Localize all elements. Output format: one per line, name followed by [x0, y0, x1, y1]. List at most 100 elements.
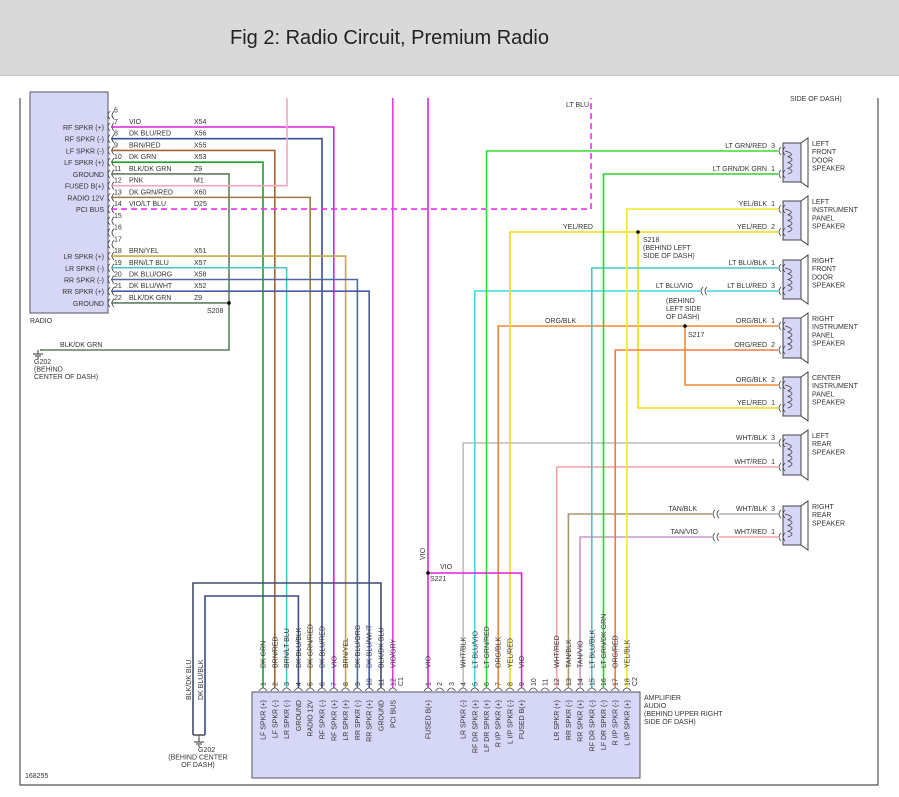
- amp-wire-label: DK GRN/RED: [308, 624, 315, 668]
- amp-pin-connector-icon: [528, 687, 538, 692]
- speaker-wire-label: WHT/RED: [734, 459, 767, 466]
- radio-pin-connector-icon: [107, 110, 115, 120]
- speaker-coil-icon: [784, 150, 793, 175]
- speaker-name: DOOR: [812, 157, 833, 164]
- amp-pin-connector-icon: [270, 687, 280, 692]
- radio-pin-number: 16: [114, 225, 122, 232]
- radio-circuit-label: X53: [194, 154, 207, 161]
- amp-pin-function: RR SPKR (-): [566, 700, 573, 740]
- speaker-cone-icon: [800, 500, 809, 551]
- amp-wire-label: VIO: [426, 655, 433, 668]
- wire-pnk: [111, 98, 288, 187]
- amp-pin-function: LF DR SPKR (+): [484, 700, 491, 752]
- splice-location-label: OF DASH): [666, 314, 699, 321]
- radio-wire-color-label: BRN/YEL: [129, 248, 159, 255]
- speaker-coil-icon: [784, 384, 793, 409]
- radio-pin-label: PCI BUS: [76, 207, 104, 214]
- amp-pin-function: R I/P SPKR (+): [496, 700, 503, 747]
- speaker-body: [782, 142, 802, 183]
- speaker-pin-connector-icon: [778, 438, 786, 448]
- ground-location-label: G202: [34, 359, 51, 366]
- speaker-name: CENTER: [812, 375, 841, 382]
- speaker-name: DOOR: [812, 274, 833, 281]
- speaker-pin-number: 1: [771, 400, 775, 407]
- speaker-coil-icon: [784, 208, 793, 233]
- radio-pin-label: GROUND: [73, 301, 104, 308]
- amp-pin-connector-icon: [517, 687, 526, 692]
- ground-wire-label: DK BLU/BLK: [198, 659, 205, 700]
- amp-pin-number: 1: [261, 682, 268, 686]
- ground-location-label: CENTER OF DASH): [34, 374, 98, 381]
- inline-connector-icon: [700, 286, 708, 296]
- amp-wire-label: VIO/GRY: [390, 639, 397, 668]
- inline-connector-icon: [712, 532, 720, 542]
- wire-dk-grn-red: [111, 196, 312, 688]
- radio-module: [29, 91, 109, 314]
- amp-pin-number: 12: [554, 678, 561, 686]
- speaker-name: SPEAKER: [812, 224, 845, 231]
- speaker-pin-number: 3: [771, 143, 775, 150]
- radio-wire-color-label: DK GRN: [129, 154, 156, 161]
- speaker-pin-connector-icon: [778, 227, 786, 237]
- radio-pin-label: LR SPKR (-): [65, 266, 104, 273]
- amp-pin-number: 5: [472, 682, 479, 686]
- amp-pin-number: 2: [437, 682, 444, 686]
- amp-pin-function: RF SPKR (+): [331, 700, 338, 741]
- ground-location-label: G202: [198, 747, 215, 754]
- speaker-pin-connector-icon: [778, 263, 786, 273]
- speaker-wire-label: LT BLU/BLK: [729, 260, 768, 267]
- speaker-cone-icon: [800, 254, 809, 305]
- amp-pin-number: 14: [578, 678, 585, 686]
- ground-location-label: OF DASH): [181, 762, 214, 769]
- speaker-body: [782, 259, 802, 300]
- amp-pin-connector-icon: [564, 687, 573, 692]
- speaker-wire-label: WHT/RED: [734, 529, 767, 536]
- radio-pin-number: 8: [114, 131, 118, 138]
- wire-vio-lt-blu: [111, 98, 592, 210]
- wire-color-label: TAN/VIO: [671, 529, 699, 536]
- wire-yel-blk: [626, 208, 778, 688]
- radio-pin-number: 10: [114, 154, 122, 161]
- speaker-wire-label: ORG/BLK: [736, 318, 767, 325]
- speaker-name: SPEAKER: [812, 341, 845, 348]
- speaker-cone-icon: [800, 195, 809, 246]
- wire-brn-yel: [111, 255, 347, 688]
- amp-pin-connector-icon: [458, 687, 468, 692]
- wire-lt-blu-blk: [590, 267, 778, 688]
- amp-pin-connector-icon: [599, 687, 608, 692]
- radio-circuit-label: X52: [194, 283, 207, 290]
- radio-pin-number: 22: [114, 295, 122, 302]
- amp-pin-number: 1: [426, 682, 433, 686]
- amp-pin-function: LR SPKR (-): [284, 700, 291, 739]
- amp-pin-connector-icon: [587, 687, 597, 692]
- speaker-name: FRONT: [812, 149, 837, 156]
- amp-wire-label: LT BLU/VIO: [472, 630, 479, 668]
- radio-circuit-label: X60: [194, 189, 207, 196]
- radio-pin-number: 9: [114, 142, 118, 149]
- amp-pin-connector-icon: [552, 687, 562, 692]
- amp-pin-number: 15: [589, 678, 596, 686]
- amp-pin-connector-icon: [540, 687, 550, 692]
- amp-pin-function: L I/P SPKR (-): [507, 700, 514, 744]
- radio-pin-number: 6: [114, 107, 118, 114]
- radio-wire-color-label: VIO: [129, 119, 142, 126]
- speaker-wire-label: LT GRN/DK GRN: [713, 166, 767, 173]
- wire-dk-blu-blk: [204, 595, 300, 735]
- wire-vio: [111, 126, 335, 688]
- amp-pin-connector-icon: [575, 687, 585, 692]
- wire-color-label: YEL/RED: [563, 224, 593, 231]
- speaker-wire-label: ORG/RED: [734, 342, 767, 349]
- wire-dk-blu-red: [111, 137, 323, 688]
- ground-wire-label: BLK/DK BLU: [186, 660, 193, 700]
- speaker-name: PANEL: [812, 332, 835, 339]
- amp-pin-connector-icon: [317, 687, 327, 692]
- wire-color-label: LT BLU/VIO: [656, 283, 694, 290]
- radio-pin-number: 12: [114, 178, 122, 185]
- amp-pin-connector-icon: [447, 687, 456, 692]
- wire-yel-red-center: [637, 232, 778, 409]
- speaker-pin-number: 1: [771, 318, 775, 325]
- amp-pin-function: RF DR SPKR (-): [589, 700, 596, 751]
- speaker-wire-label: WHT/BLK: [736, 506, 767, 513]
- radio-wire-color-label: DK GRN/RED: [129, 189, 173, 196]
- amp-pin-function: GROUND: [379, 700, 386, 731]
